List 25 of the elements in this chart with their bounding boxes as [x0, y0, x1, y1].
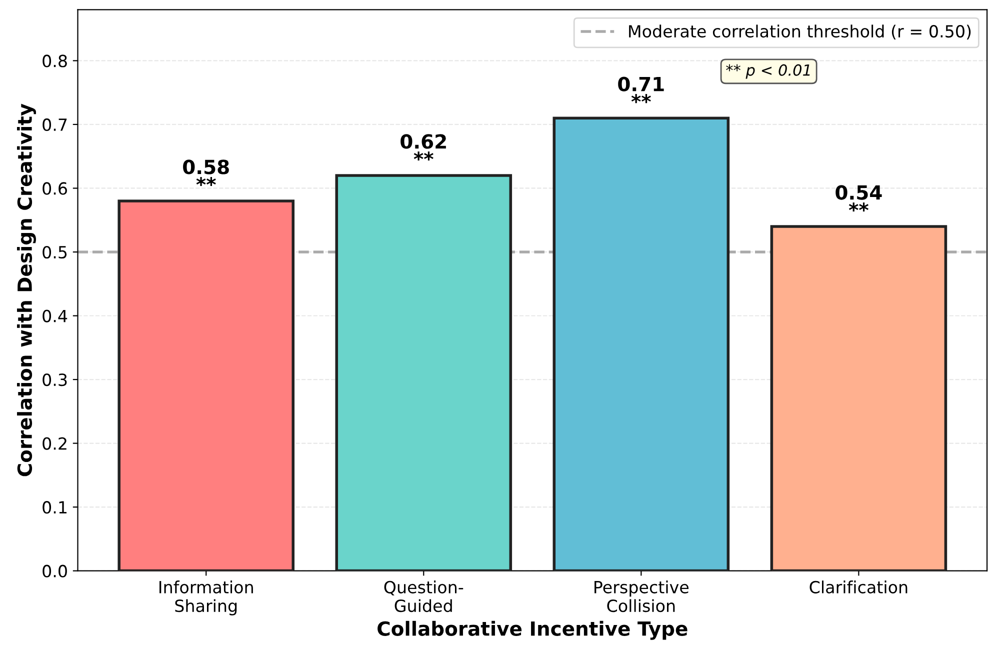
annotation: ** p < 0.01 — [726, 64, 810, 79]
bar — [552, 116, 730, 571]
y-axis-title: Correlation with Design Creativity — [17, 104, 36, 476]
x-axis-title: Collaborative Incentive Type — [378, 620, 688, 640]
y-tick-label: 0.0 — [42, 564, 67, 578]
y-tick-label: 0.4 — [42, 310, 68, 322]
x-tick-label: Perspective Collision — [594, 580, 689, 612]
data-label: 0.71 ** — [618, 76, 664, 104]
bar — [335, 174, 512, 571]
x-tick-label: Information Sharing — [160, 580, 253, 616]
y-tick-label: 0.6 — [42, 182, 67, 195]
data-label: 0.62 ** — [400, 134, 446, 160]
x-tick-label: Question- Guided — [384, 580, 464, 612]
bar — [118, 200, 295, 571]
y-tick-label: 0.5 — [42, 246, 67, 259]
y-tick-label: 0.2 — [42, 437, 66, 450]
data-label: 0.58 ** — [183, 160, 229, 186]
y-tick-label: 0.7 — [42, 118, 67, 132]
y-tick-label: 0.8 — [42, 54, 67, 68]
y-tick-label: 0.3 — [42, 373, 67, 386]
x-tick-label: Clarification — [810, 580, 908, 594]
legend-label: Moderate correlation threshold (r = 0.50) — [629, 24, 971, 40]
y-tick-label: 0.1 — [42, 501, 67, 514]
bar — [770, 225, 948, 571]
data-label: 0.54 ** — [836, 185, 882, 212]
